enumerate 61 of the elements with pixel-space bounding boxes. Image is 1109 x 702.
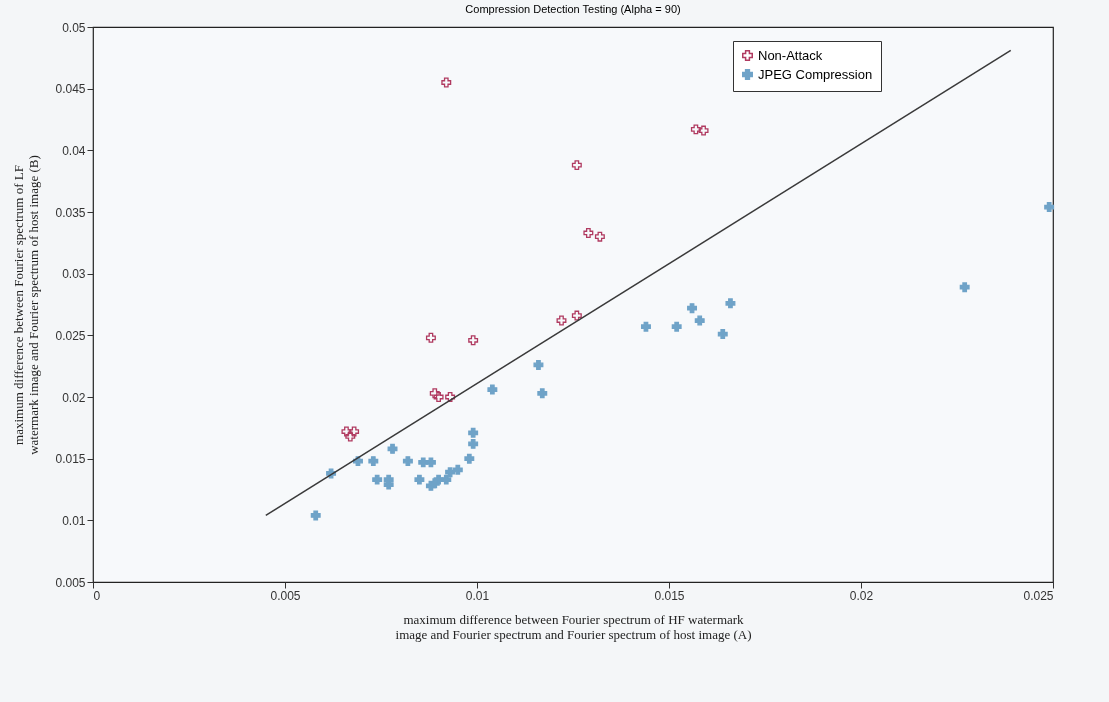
point [372,474,383,485]
x-tick-label: 0.02 [849,588,874,603]
point [1044,202,1055,213]
point [429,388,440,399]
y-tick-label: 0.035 [55,205,86,220]
y-axis-title: maximum difference between Fourier spectrum of LF watermark image and Fourier spectrum of host image (B) [11,155,42,455]
point [537,388,548,399]
point [402,456,413,467]
y-tick-label: 0.03 [62,267,86,282]
point [959,282,970,293]
point [687,303,698,314]
x-tick-label: 0.015 [654,588,685,603]
y-tick-label: 0.025 [55,328,86,343]
x-tick-label: 0.005 [270,588,301,603]
point [583,227,594,238]
point [445,392,456,402]
point [433,392,444,402]
point [368,456,379,467]
point [671,321,682,332]
point [468,427,479,438]
chart-title: Compression Detection Testing (Alpha = 90) [465,3,681,15]
point [425,332,436,343]
point [345,431,356,442]
point [594,231,605,242]
point [349,426,360,437]
point [571,160,582,171]
x-tick-label: 0.01 [465,588,490,603]
point [387,443,398,454]
point [464,453,475,464]
point [452,464,463,475]
point [556,315,567,326]
legend-label: Non-Attack [758,47,823,63]
point [414,474,425,485]
y-tick-label: 0.05 [62,20,86,35]
point [717,329,728,340]
x-tick-label: 0.025 [1023,588,1054,603]
point [341,426,352,437]
point [690,124,701,135]
point [468,335,479,346]
point [640,321,651,332]
point [441,77,452,88]
point [441,474,452,485]
point [487,384,498,395]
x-axis-title: maximum difference between Fourier spectrum of HF watermark image and Fourier spectrum and Fourier spectrum of host image (A) [395,611,752,642]
point [310,510,321,521]
point [533,359,544,370]
x-tick-label: 0 [93,588,101,603]
y-tick-label: 0.005 [55,575,86,590]
point [725,298,736,309]
point [445,467,456,478]
point [694,315,705,326]
point [698,125,709,136]
point [425,457,436,468]
y-tick-label: 0.015 [55,452,86,467]
y-tick-label: 0.01 [62,513,86,528]
y-tick-label: 0.04 [62,143,86,158]
point [468,438,479,449]
legend-label: JPEG Compression [758,66,873,82]
y-tick-label: 0.045 [55,82,86,97]
y-tick-label: 0.02 [62,390,86,405]
point [571,310,582,321]
